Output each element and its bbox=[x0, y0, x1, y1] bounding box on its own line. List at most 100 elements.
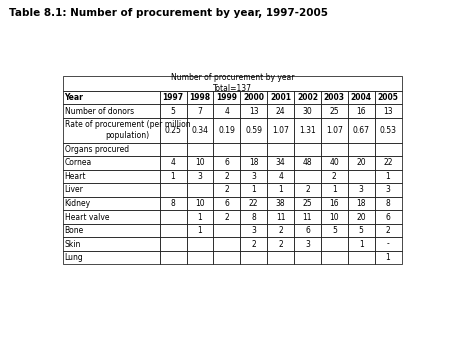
Text: Table 8.1: Number of procurement by year, 1997-2005: Table 8.1: Number of procurement by year… bbox=[9, 8, 328, 19]
Bar bbox=[321, 118, 348, 143]
Bar bbox=[375, 104, 401, 118]
Bar bbox=[348, 118, 375, 143]
Bar bbox=[375, 197, 401, 210]
Text: 6: 6 bbox=[225, 199, 229, 208]
Bar bbox=[186, 183, 213, 197]
Bar bbox=[375, 251, 401, 264]
Bar bbox=[267, 251, 294, 264]
Bar bbox=[294, 197, 321, 210]
Text: 40: 40 bbox=[329, 159, 339, 167]
Text: 11: 11 bbox=[276, 213, 285, 221]
Bar bbox=[375, 118, 401, 143]
Text: 8: 8 bbox=[386, 199, 391, 208]
Text: Organs procured: Organs procured bbox=[65, 145, 129, 154]
Bar bbox=[240, 237, 267, 251]
Bar bbox=[160, 237, 186, 251]
Text: Bone: Bone bbox=[65, 226, 84, 235]
Bar bbox=[267, 237, 294, 251]
Text: 13: 13 bbox=[383, 106, 393, 116]
Text: 3: 3 bbox=[386, 186, 391, 194]
Text: Kidney: Kidney bbox=[65, 199, 91, 208]
Bar bbox=[348, 251, 375, 264]
Bar bbox=[160, 183, 186, 197]
Bar bbox=[186, 156, 213, 170]
Text: 25: 25 bbox=[329, 106, 339, 116]
Text: 7: 7 bbox=[198, 106, 203, 116]
Bar bbox=[63, 197, 160, 210]
Bar bbox=[186, 118, 213, 143]
Text: 24: 24 bbox=[276, 106, 285, 116]
Bar bbox=[375, 183, 401, 197]
Text: 2: 2 bbox=[386, 226, 391, 235]
Text: 3: 3 bbox=[251, 172, 256, 181]
Text: Liver: Liver bbox=[65, 186, 84, 194]
Bar bbox=[267, 156, 294, 170]
Bar bbox=[240, 118, 267, 143]
Text: 3: 3 bbox=[305, 240, 310, 248]
Bar bbox=[160, 91, 186, 104]
Bar bbox=[63, 237, 160, 251]
Text: 34: 34 bbox=[276, 159, 285, 167]
Text: 11: 11 bbox=[303, 213, 312, 221]
Bar bbox=[321, 143, 348, 156]
Text: 10: 10 bbox=[195, 199, 205, 208]
Bar bbox=[240, 197, 267, 210]
Bar bbox=[213, 251, 240, 264]
Bar bbox=[294, 170, 321, 183]
Text: 2: 2 bbox=[225, 172, 229, 181]
Text: -: - bbox=[387, 240, 389, 248]
Bar bbox=[186, 170, 213, 183]
Bar bbox=[294, 183, 321, 197]
Bar bbox=[348, 183, 375, 197]
Text: 1997: 1997 bbox=[162, 93, 184, 102]
Text: 2: 2 bbox=[332, 172, 337, 181]
Text: 1.31: 1.31 bbox=[299, 126, 316, 135]
Bar bbox=[186, 224, 213, 237]
Bar bbox=[240, 210, 267, 224]
Bar bbox=[294, 210, 321, 224]
Text: 2001: 2001 bbox=[270, 93, 291, 102]
Text: 25: 25 bbox=[303, 199, 312, 208]
Text: 0.19: 0.19 bbox=[218, 126, 235, 135]
Text: 13: 13 bbox=[249, 106, 258, 116]
Text: 1: 1 bbox=[198, 226, 203, 235]
Bar bbox=[186, 91, 213, 104]
Text: 1: 1 bbox=[198, 213, 203, 221]
Text: 1999: 1999 bbox=[216, 93, 237, 102]
Text: 30: 30 bbox=[302, 106, 312, 116]
Text: 2002: 2002 bbox=[297, 93, 318, 102]
Bar bbox=[321, 91, 348, 104]
Bar bbox=[160, 118, 186, 143]
Bar bbox=[63, 210, 160, 224]
Text: 1: 1 bbox=[386, 172, 391, 181]
Bar bbox=[213, 210, 240, 224]
Text: 3: 3 bbox=[251, 226, 256, 235]
Bar bbox=[375, 91, 401, 104]
Text: 2: 2 bbox=[251, 240, 256, 248]
Text: 1: 1 bbox=[278, 186, 283, 194]
Bar bbox=[240, 104, 267, 118]
Text: Cornea: Cornea bbox=[65, 159, 92, 167]
Bar bbox=[321, 104, 348, 118]
Bar bbox=[213, 156, 240, 170]
Bar bbox=[348, 237, 375, 251]
Bar bbox=[294, 251, 321, 264]
Text: 20: 20 bbox=[356, 213, 366, 221]
Text: 0.53: 0.53 bbox=[379, 126, 396, 135]
Bar bbox=[160, 104, 186, 118]
Bar bbox=[267, 224, 294, 237]
Bar bbox=[213, 118, 240, 143]
Bar bbox=[240, 183, 267, 197]
Text: 2: 2 bbox=[278, 240, 283, 248]
Bar bbox=[348, 197, 375, 210]
Text: 4: 4 bbox=[171, 159, 176, 167]
Bar bbox=[160, 224, 186, 237]
Text: Heart: Heart bbox=[65, 172, 86, 181]
Text: Year: Year bbox=[65, 93, 84, 102]
Bar bbox=[160, 156, 186, 170]
Bar bbox=[240, 91, 267, 104]
Bar bbox=[240, 156, 267, 170]
Text: 5: 5 bbox=[171, 106, 176, 116]
Bar bbox=[267, 183, 294, 197]
Bar bbox=[160, 210, 186, 224]
